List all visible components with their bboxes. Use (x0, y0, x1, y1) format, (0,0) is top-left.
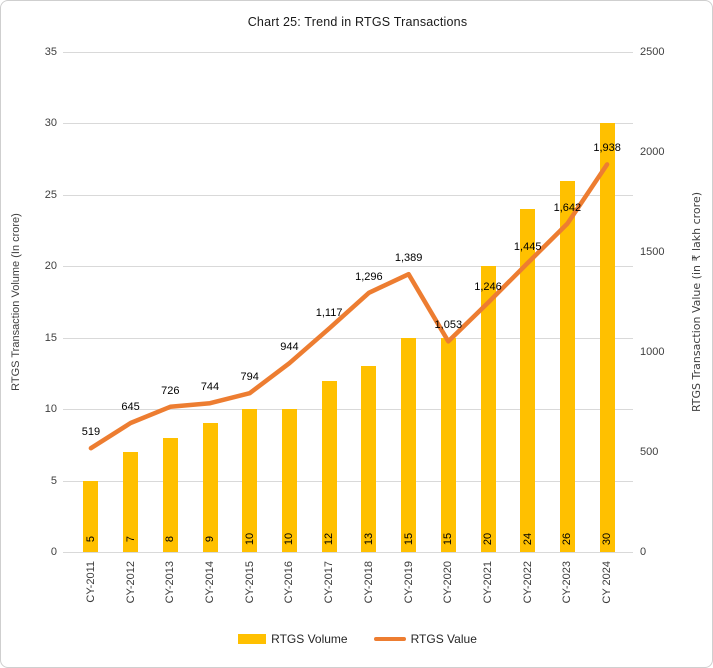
bar-value-label: 15 (402, 532, 415, 546)
volume-bar-cy-2019 (401, 337, 417, 552)
x-axis-label-cy-2011: CY-2011 (84, 561, 97, 603)
gridline (63, 194, 633, 196)
volume-bar-cy-2024 (599, 123, 615, 552)
line-value-label: 794 (240, 371, 259, 384)
gridline (63, 123, 633, 125)
right-axis-tick: 500 (640, 446, 659, 458)
bar-value-label: 20 (482, 532, 494, 546)
left-axis-tick: 30 (44, 117, 57, 130)
volume-bar-cy-2014 (202, 423, 218, 552)
left-axis-tick: 20 (44, 260, 57, 273)
bar-value-label: 9 (204, 535, 216, 543)
chart-title: Chart 25: Trend in RTGS Transactions (247, 15, 468, 29)
line-value-label: 645 (121, 401, 140, 413)
x-axis-label-cy-2024: CY 2024 (601, 561, 614, 604)
bar-value-label: 24 (521, 532, 534, 546)
legend-volume-label: RTGS Volume (271, 632, 348, 646)
line-value-label: 1,246 (474, 280, 502, 293)
gridline (63, 552, 633, 553)
left-axis-tick: 0 (50, 546, 57, 558)
bar-value-label: 7 (124, 535, 137, 543)
left-axis-title: RTGS Transaction Volume (In crore) (10, 213, 22, 391)
bar-value-label: 26 (561, 532, 574, 546)
left-axis-tick: 25 (44, 188, 57, 201)
gridline (63, 52, 633, 53)
gridline (63, 337, 633, 339)
volume-bar-cy-2023 (559, 180, 575, 552)
line-value-label: 1,445 (513, 241, 542, 253)
gridline (63, 266, 633, 268)
value-line-swatch-icon (373, 637, 406, 641)
x-axis-label-cy-2012: CY-2012 (124, 561, 137, 604)
line-value-label: 1,389 (394, 252, 423, 265)
left-axis-tick: 35 (44, 46, 57, 58)
line-value-label: 1,053 (434, 319, 463, 332)
x-axis-label-cy-2020: CY-2020 (442, 561, 455, 604)
x-axis-label-cy-2017: CY-2017 (323, 561, 336, 604)
line-value-label: 726 (161, 384, 180, 397)
x-axis-label-cy-2022: CY-2022 (521, 561, 534, 604)
volume-bar-cy-2012 (123, 452, 139, 552)
volume-bar-cy-2018 (361, 366, 377, 552)
x-axis-label-cy-2014: CY-2014 (204, 561, 216, 604)
volume-bar-cy-2013 (162, 437, 178, 552)
volume-bar-cy-2021 (480, 266, 496, 552)
bar-value-label: 15 (442, 532, 455, 546)
left-axis-tick: 5 (50, 474, 57, 487)
volume-bar-cy-2020 (440, 337, 456, 552)
line-value-label: 1,938 (593, 142, 621, 155)
bar-value-label: 5 (84, 535, 97, 543)
x-axis-label-cy-2023: CY-2023 (561, 561, 574, 604)
right-axis-tick: 2500 (640, 46, 665, 58)
x-axis-label-cy-2016: CY-2016 (283, 561, 296, 604)
bar-value-label: 10 (283, 532, 296, 546)
gridline (63, 480, 633, 482)
volume-bar-cy-2011 (83, 480, 99, 552)
right-axis-tick: 0 (640, 546, 647, 558)
x-axis-label-cy-2021: CY-2021 (482, 561, 494, 604)
x-axis-label-cy-2013: CY-2013 (164, 561, 177, 604)
bar-value-label: 30 (601, 532, 614, 546)
volume-swatch-icon (238, 634, 267, 644)
right-axis-tick: 1000 (640, 346, 665, 358)
left-axis-tick: 10 (44, 403, 57, 416)
right-axis-tick: 2000 (640, 146, 665, 158)
right-axis-tick: 1500 (640, 246, 665, 258)
left-axis-tick: 15 (44, 331, 57, 344)
x-axis-label-cy-2019: CY-2019 (402, 561, 415, 604)
line-value-label: 944 (280, 341, 299, 354)
line-value-label: 1,642 (553, 201, 582, 214)
volume-bar-cy-2022 (520, 209, 536, 552)
bar-value-label: 10 (243, 532, 256, 546)
x-axis-label-cy-2018: CY-2018 (362, 561, 375, 604)
x-axis-label-cy-2015: CY-2015 (243, 561, 256, 604)
legend: RTGS Volume RTGS Value (1, 632, 712, 646)
bar-value-label: 13 (362, 532, 375, 546)
legend-item-value: RTGS Value (373, 632, 477, 646)
bar-value-label: 8 (164, 535, 177, 543)
line-value-label: 744 (200, 381, 220, 394)
line-value-label: 1,117 (315, 306, 343, 319)
bar-value-label: 12 (323, 532, 336, 546)
line-value-label: 519 (81, 426, 101, 439)
legend-value-label: RTGS Value (410, 632, 477, 646)
right-axis-title: RTGS Transaction Value (in ₹ lakh crore) (690, 191, 703, 413)
legend-item-volume: RTGS Volume (238, 632, 348, 646)
line-value-label: 1,296 (355, 270, 383, 283)
